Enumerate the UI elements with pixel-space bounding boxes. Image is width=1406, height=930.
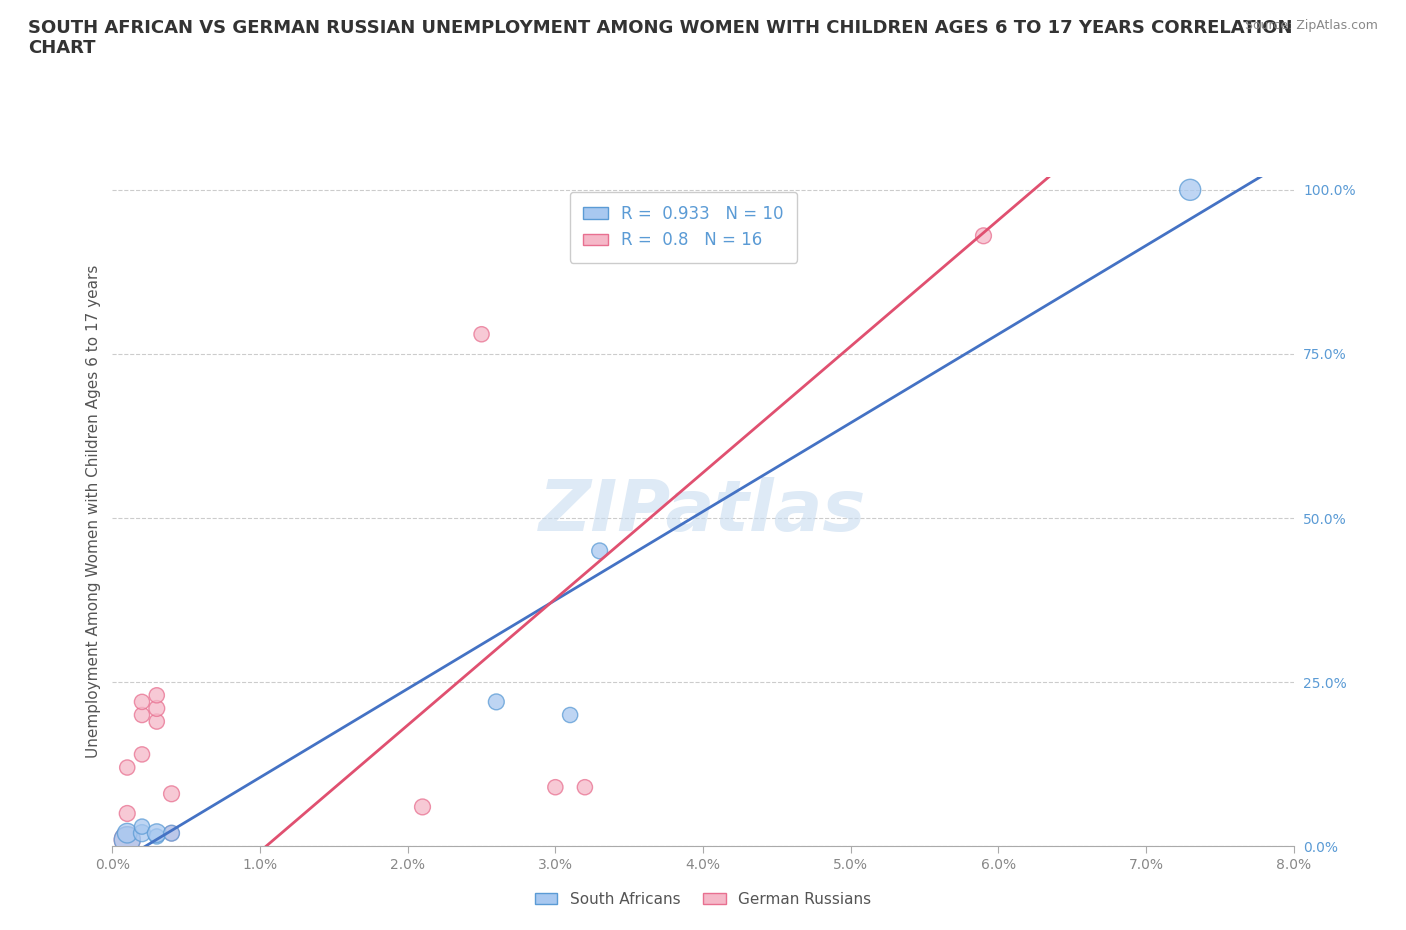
Point	[160, 826, 183, 841]
Point	[117, 832, 138, 847]
Text: SOUTH AFRICAN VS GERMAN RUSSIAN UNEMPLOYMENT AMONG WOMEN WITH CHILDREN AGES 6 TO: SOUTH AFRICAN VS GERMAN RUSSIAN UNEMPLOY…	[28, 19, 1292, 58]
Point	[1178, 182, 1201, 197]
Y-axis label: Unemployment Among Women with Children Ages 6 to 17 years: Unemployment Among Women with Children A…	[86, 265, 101, 758]
Point	[146, 714, 169, 729]
Point	[146, 826, 169, 841]
Point	[131, 819, 153, 834]
Legend: South Africans, German Russians: South Africans, German Russians	[529, 886, 877, 913]
Point	[117, 760, 138, 775]
Point	[588, 543, 610, 558]
Point	[117, 832, 138, 847]
Text: ZIPatlas: ZIPatlas	[540, 477, 866, 546]
Point	[146, 701, 169, 716]
Point	[412, 800, 434, 815]
Point	[471, 326, 494, 341]
Point	[131, 826, 153, 841]
Point	[544, 779, 567, 794]
Text: Source: ZipAtlas.com: Source: ZipAtlas.com	[1244, 19, 1378, 32]
Point	[146, 688, 169, 703]
Point	[160, 787, 183, 802]
Point	[131, 695, 153, 710]
Point	[560, 708, 582, 723]
Point	[131, 747, 153, 762]
Point	[117, 806, 138, 821]
Point	[973, 229, 995, 244]
Point	[574, 779, 596, 794]
Legend: R =  0.933   N = 10, R =  0.8   N = 16: R = 0.933 N = 10, R = 0.8 N = 16	[569, 192, 797, 263]
Point	[485, 695, 508, 710]
Point	[131, 708, 153, 723]
Point	[117, 826, 138, 841]
Point	[160, 826, 183, 841]
Point	[146, 829, 169, 844]
